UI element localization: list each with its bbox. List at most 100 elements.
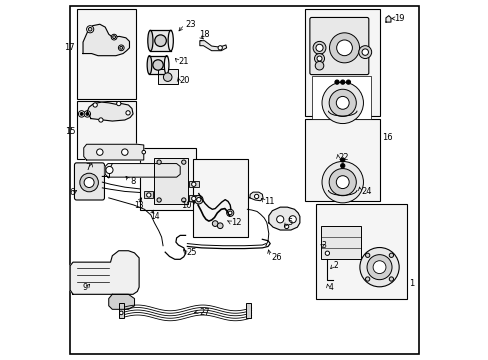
Polygon shape: [87, 102, 133, 121]
Circle shape: [217, 223, 223, 229]
Circle shape: [106, 166, 113, 174]
Circle shape: [336, 176, 348, 189]
Circle shape: [315, 44, 323, 51]
Circle shape: [358, 46, 371, 59]
Circle shape: [365, 253, 369, 257]
Circle shape: [218, 46, 222, 50]
Circle shape: [346, 80, 350, 84]
Bar: [321, 226, 361, 258]
Circle shape: [276, 216, 283, 223]
Text: 24: 24: [360, 187, 371, 196]
Text: 18: 18: [199, 30, 210, 39]
Text: 26: 26: [270, 253, 281, 262]
Text: 27: 27: [200, 308, 210, 317]
Circle shape: [163, 73, 172, 81]
Text: 1: 1: [408, 279, 413, 288]
Circle shape: [80, 173, 98, 192]
Bar: [189, 181, 199, 187]
Circle shape: [119, 311, 123, 315]
Circle shape: [120, 46, 122, 49]
Polygon shape: [70, 251, 139, 294]
Bar: [189, 195, 199, 202]
Circle shape: [284, 224, 288, 229]
Circle shape: [157, 160, 161, 164]
Circle shape: [212, 221, 218, 226]
Text: 16: 16: [382, 133, 392, 142]
Circle shape: [322, 82, 363, 123]
Text: 10: 10: [181, 201, 191, 210]
Circle shape: [334, 80, 339, 84]
Circle shape: [86, 26, 94, 33]
Circle shape: [254, 194, 258, 199]
Circle shape: [86, 112, 88, 115]
Circle shape: [361, 49, 367, 55]
Polygon shape: [83, 24, 129, 56]
Text: 9: 9: [82, 283, 87, 292]
Circle shape: [118, 45, 124, 51]
Text: 2: 2: [333, 261, 338, 270]
Circle shape: [328, 168, 356, 196]
Text: 14: 14: [150, 212, 160, 221]
Circle shape: [336, 40, 352, 56]
Text: 19: 19: [393, 14, 404, 23]
Text: 3: 3: [321, 240, 326, 249]
Circle shape: [154, 35, 166, 46]
Circle shape: [366, 255, 391, 280]
Circle shape: [316, 56, 322, 61]
Circle shape: [122, 149, 128, 156]
Polygon shape: [200, 41, 226, 51]
Text: 12: 12: [230, 219, 241, 228]
Text: 21: 21: [179, 57, 189, 66]
Polygon shape: [83, 144, 143, 160]
Bar: [143, 192, 152, 198]
Text: 5: 5: [287, 219, 292, 228]
Text: 22: 22: [338, 153, 348, 162]
Circle shape: [365, 277, 369, 281]
Polygon shape: [105, 163, 180, 177]
Circle shape: [112, 36, 115, 39]
Circle shape: [125, 111, 130, 115]
FancyBboxPatch shape: [74, 163, 104, 200]
Circle shape: [116, 102, 121, 106]
Circle shape: [312, 41, 325, 54]
Text: 15: 15: [64, 127, 75, 136]
Circle shape: [314, 54, 324, 64]
Circle shape: [372, 261, 385, 274]
Ellipse shape: [147, 56, 151, 74]
Text: 17: 17: [64, 43, 75, 52]
Circle shape: [315, 62, 323, 70]
Circle shape: [325, 251, 329, 255]
Polygon shape: [108, 294, 134, 309]
FancyBboxPatch shape: [149, 56, 166, 74]
Text: 25: 25: [186, 248, 196, 257]
Bar: [305, 9, 380, 116]
Circle shape: [146, 193, 151, 197]
FancyBboxPatch shape: [150, 30, 170, 51]
Circle shape: [322, 161, 363, 203]
Circle shape: [288, 216, 296, 223]
Circle shape: [388, 277, 393, 281]
Circle shape: [111, 34, 117, 40]
Polygon shape: [385, 16, 390, 22]
Circle shape: [336, 96, 348, 109]
Circle shape: [340, 168, 344, 173]
Circle shape: [142, 150, 145, 154]
Circle shape: [78, 111, 84, 117]
Circle shape: [181, 198, 185, 202]
Circle shape: [359, 248, 398, 287]
Bar: [246, 303, 251, 318]
Circle shape: [196, 198, 201, 202]
Polygon shape: [249, 192, 263, 201]
Bar: [305, 118, 380, 202]
Circle shape: [329, 33, 359, 63]
Text: 8: 8: [130, 177, 135, 186]
Circle shape: [157, 198, 161, 202]
Circle shape: [191, 197, 196, 201]
Circle shape: [340, 163, 344, 168]
Circle shape: [228, 211, 231, 215]
Circle shape: [84, 177, 94, 188]
Ellipse shape: [147, 30, 153, 51]
Text: 7: 7: [85, 163, 91, 172]
Bar: [315, 204, 406, 298]
Ellipse shape: [168, 30, 173, 51]
